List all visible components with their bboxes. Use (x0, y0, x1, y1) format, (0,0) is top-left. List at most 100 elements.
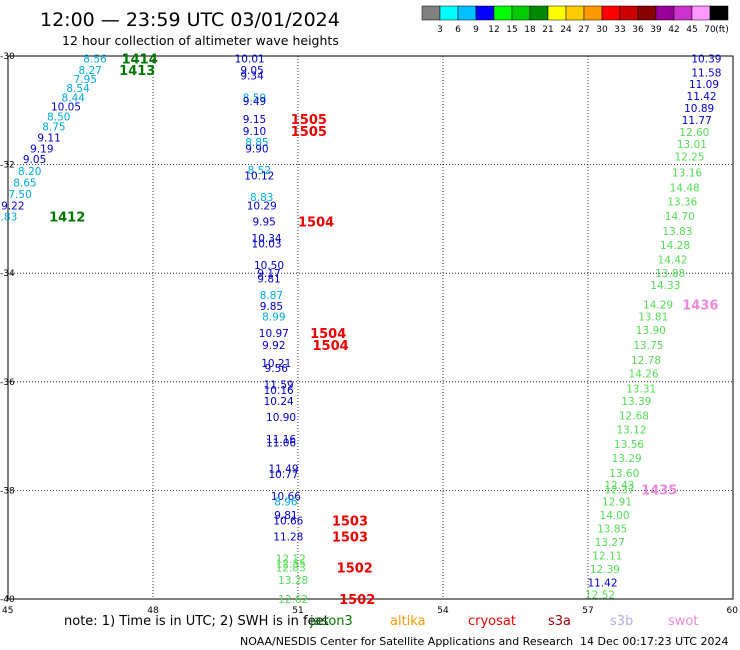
colorbar-label: 42 (668, 25, 679, 35)
pass-number-labels: 1414141314121505150515041504150415031503… (49, 53, 718, 608)
wave-height-label: 14.26 (629, 369, 659, 381)
plot-frame (7, 55, 734, 600)
wave-height-label: 9.11 (37, 132, 60, 144)
colorbar-swatch (691, 5, 711, 21)
wave-height-label: 11.42 (587, 578, 617, 590)
colorbar-swatch (619, 5, 639, 21)
grid-lines (8, 56, 733, 599)
wave-height-label: 10.90 (266, 412, 296, 424)
plot-area: 45 48 51 54 57 60 -30 -32 -34 -36 -38 -40 8.568.27… (0, 52, 738, 616)
footer-credit: NOAA/NESDIS Center for Satellite Applica… (240, 635, 573, 648)
wave-height-label: 9.15 (243, 114, 266, 126)
wave-height-label: 7.95 (74, 74, 97, 86)
time-note: note: 1) Time is in UTC; 2) SWH is in fe… (64, 614, 329, 629)
wave-height-label: 12.60 (679, 127, 709, 139)
colorbar-label: 45 (686, 25, 697, 35)
wave-height-label: 13.83 (662, 226, 692, 238)
wave-height-label: 12.62 (278, 594, 308, 606)
satellite-legend-item: cryosat (468, 614, 516, 629)
colorbar-swatch (457, 5, 477, 21)
colorbar-label: 3 (437, 25, 443, 35)
wave-height-label: 10.21 (261, 358, 291, 370)
x-tick-label: 48 (147, 606, 159, 616)
satellite-legend-item: swot (668, 614, 698, 629)
wave-height-label: 8.85 (245, 137, 268, 149)
wave-height-label: 10.39 (691, 54, 721, 66)
wave-height-label: 13.56 (614, 439, 644, 451)
colorbar-label: 18 (524, 25, 536, 35)
wave-height-label: 9.81 (257, 274, 280, 286)
wave-height-label: 13.29 (612, 453, 642, 465)
wave-height-label: 9.90 (245, 143, 268, 155)
wave-height-label: 8.65 (13, 178, 36, 190)
wave-height-label: 14.29 (643, 300, 673, 312)
satellite-legend-item: jason3 (309, 614, 353, 629)
pass-number-label: 1504 (313, 339, 349, 354)
colorbar-swatch (421, 5, 441, 21)
wave-height-label: 13.28 (278, 575, 308, 587)
colorbar-swatch (583, 5, 603, 21)
y-tick-label: -40 (0, 595, 15, 605)
wave-height-label: 10.77 (268, 469, 298, 481)
wave-height-label: 10.66 (273, 515, 303, 527)
wave-height-label: 14.28 (660, 240, 690, 252)
wave-height-label: 12.43 (604, 480, 634, 492)
wave-height-label: 13.01 (677, 139, 707, 151)
wave-height-label: 9.22 (1, 200, 24, 212)
colorbar-swatch (529, 5, 549, 21)
wave-height-label: 10.24 (264, 396, 294, 408)
pass-number-label: 1436 (682, 299, 718, 314)
wave-height-label: 8.52 (248, 165, 271, 177)
wave-height-label: 8.59 (243, 92, 266, 104)
wave-height-label: 11.42 (687, 91, 717, 103)
wave-height-label: 10.34 (252, 233, 282, 245)
wave-height-label: 13.36 (667, 197, 697, 209)
colorbar-swatch (709, 5, 729, 21)
colorbar-label: 36 (632, 25, 644, 35)
wave-height-label: 12.78 (631, 355, 661, 367)
wave-height-label: 11.59 (264, 380, 294, 392)
pass-number-label: 1505 (291, 125, 327, 140)
pass-number-label: 1435 (641, 483, 677, 498)
colorbar-swatch (493, 5, 513, 21)
wave-height-label: 10.29 (247, 200, 277, 212)
pass-number-label: 1503 (332, 531, 368, 546)
satellite-legend-item: altika (390, 614, 426, 629)
wave-height-label: 12.83 (276, 563, 306, 575)
wave-height-label: 8.44 (62, 92, 86, 104)
wave-height-label: 11.16 (266, 434, 296, 446)
wave-height-label: 9.05 (240, 65, 263, 77)
pass-number-label: 1413 (119, 64, 155, 79)
wave-height-label: 14.33 (650, 280, 680, 292)
pass-number-label: 1504 (298, 216, 334, 231)
colorbar-label: 21 (542, 25, 553, 35)
colorbar-label: 30 (596, 25, 608, 35)
x-tick-label: 45 (2, 606, 13, 616)
y-tick-label: -38 (0, 486, 15, 496)
wave-height-label: 12.11 (592, 551, 622, 563)
wave-height-label: 9.17 (257, 268, 280, 280)
satellite-legend: jason3 altika cryosat s3a s3b swot (309, 614, 698, 629)
wave-height-label: 8.96 (274, 496, 298, 508)
wave-height-label: 9.10 (243, 126, 266, 138)
wave-height-label: 9.34 (240, 71, 264, 83)
wave-height-label: 13.31 (626, 383, 656, 395)
wave-height-label: 9.49 (243, 96, 266, 108)
wave-height-label: 12.91 (602, 496, 632, 508)
wave-height-label: 10.12 (244, 170, 274, 182)
y-tick-label: -30 (0, 52, 15, 62)
x-tick-label: 60 (727, 606, 739, 616)
wave-height-label: 13.75 (633, 340, 663, 352)
pass-number-label: 1502 (339, 593, 375, 608)
wave-height-label: 10.97 (259, 328, 289, 340)
wave-height-label: 9.81 (274, 510, 297, 522)
wave-height-label: 8.20 (18, 166, 41, 178)
wave-height-label: 9.95 (252, 217, 275, 229)
colorbar-swatch (565, 5, 585, 21)
wave-height-label: 8.27 (78, 65, 101, 77)
wave-height-label: 10.03 (252, 238, 282, 250)
wave-height-label: 10.50 (254, 260, 284, 272)
satellite-legend-item: s3a (548, 614, 571, 629)
pass-number-label: 1414 (122, 53, 158, 68)
